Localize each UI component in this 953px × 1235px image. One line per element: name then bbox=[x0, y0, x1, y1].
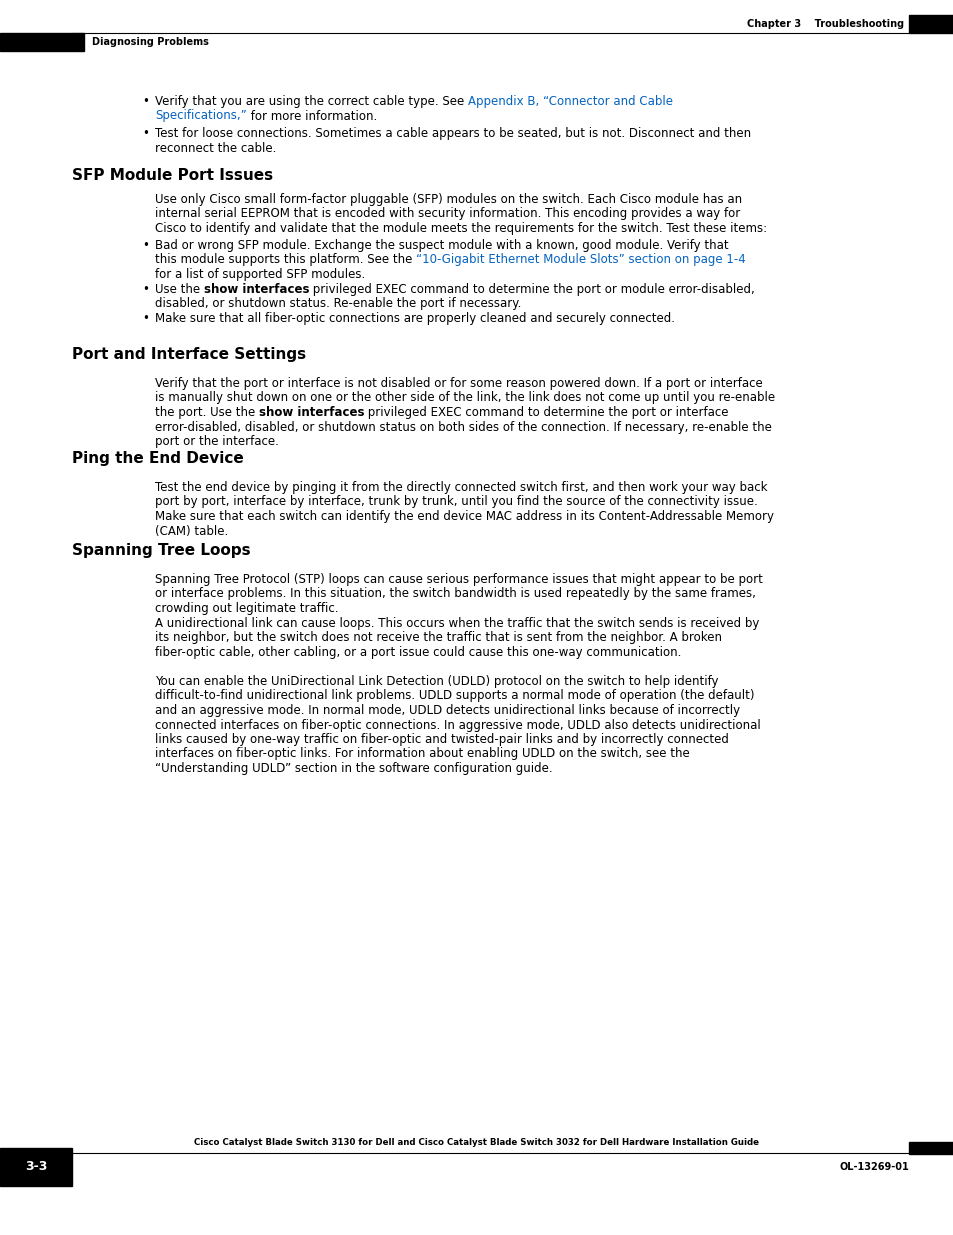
Text: Make sure that all fiber-optic connections are properly cleaned and securely con: Make sure that all fiber-optic connectio… bbox=[154, 312, 675, 325]
Text: Make sure that each switch can identify the end device MAC address in its Conten: Make sure that each switch can identify … bbox=[154, 510, 773, 522]
Text: Port and Interface Settings: Port and Interface Settings bbox=[71, 347, 306, 362]
Text: •: • bbox=[142, 312, 149, 325]
Text: “Understanding UDLD” section in the software configuration guide.: “Understanding UDLD” section in the soft… bbox=[154, 762, 552, 776]
Text: reconnect the cable.: reconnect the cable. bbox=[154, 142, 276, 154]
Text: You can enable the UniDirectional Link Detection (UDLD) protocol on the switch t: You can enable the UniDirectional Link D… bbox=[154, 676, 718, 688]
Text: for more information.: for more information. bbox=[247, 110, 376, 122]
Text: is manually shut down on one or the other side of the link, the link does not co: is manually shut down on one or the othe… bbox=[154, 391, 774, 405]
Text: Cisco Catalyst Blade Switch 3130 for Dell and Cisco Catalyst Blade Switch 3032 f: Cisco Catalyst Blade Switch 3130 for Del… bbox=[194, 1137, 759, 1147]
Bar bbox=[908, 1142, 953, 1153]
Text: •: • bbox=[142, 95, 149, 107]
Text: difficult-to-find unidirectional link problems. UDLD supports a normal mode of o: difficult-to-find unidirectional link pr… bbox=[154, 689, 754, 703]
Text: SFP Module Port Issues: SFP Module Port Issues bbox=[71, 168, 273, 183]
Text: internal serial EEPROM that is encoded with security information. This encoding : internal serial EEPROM that is encoded w… bbox=[154, 207, 740, 221]
Bar bbox=[0, 33, 84, 51]
Text: its neighbor, but the switch does not receive the traffic that is sent from the : its neighbor, but the switch does not re… bbox=[154, 631, 721, 645]
Text: fiber-optic cable, other cabling, or a port issue could cause this one-way commu: fiber-optic cable, other cabling, or a p… bbox=[154, 646, 680, 659]
Text: show interfaces: show interfaces bbox=[258, 406, 364, 419]
Text: Spanning Tree Loops: Spanning Tree Loops bbox=[71, 543, 251, 558]
Text: Test for loose connections. Sometimes a cable appears to be seated, but is not. : Test for loose connections. Sometimes a … bbox=[154, 127, 750, 140]
Text: •: • bbox=[142, 283, 149, 296]
Text: this module supports this platform. See the: this module supports this platform. See … bbox=[154, 253, 416, 267]
Text: Cisco to identify and validate that the module meets the requirements for the sw: Cisco to identify and validate that the … bbox=[154, 222, 766, 235]
Text: Specifications,”: Specifications,” bbox=[154, 110, 247, 122]
Text: •: • bbox=[142, 240, 149, 252]
Text: Diagnosing Problems: Diagnosing Problems bbox=[91, 37, 209, 47]
Bar bbox=[0, 1149, 71, 1186]
Text: A unidirectional link can cause loops. This occurs when the traffic that the swi: A unidirectional link can cause loops. T… bbox=[154, 618, 759, 630]
Text: links caused by one-way traffic on fiber-optic and twisted-pair links and by inc: links caused by one-way traffic on fiber… bbox=[154, 734, 728, 746]
Bar bbox=[908, 15, 953, 33]
Text: disabled, or shutdown status. Re-enable the port if necessary.: disabled, or shutdown status. Re-enable … bbox=[154, 298, 521, 310]
Text: crowding out legitimate traffic.: crowding out legitimate traffic. bbox=[154, 601, 338, 615]
Text: show interfaces: show interfaces bbox=[204, 283, 309, 296]
Text: (CAM) table.: (CAM) table. bbox=[154, 525, 228, 537]
Text: port or the interface.: port or the interface. bbox=[154, 435, 278, 448]
Text: Verify that you are using the correct cable type. See: Verify that you are using the correct ca… bbox=[154, 95, 468, 107]
Text: for a list of supported SFP modules.: for a list of supported SFP modules. bbox=[154, 268, 365, 282]
Text: “10-Gigabit Ethernet Module Slots” section on page 1-4: “10-Gigabit Ethernet Module Slots” secti… bbox=[416, 253, 745, 267]
Text: privileged EXEC command to determine the port or module error-disabled,: privileged EXEC command to determine the… bbox=[309, 283, 755, 296]
Text: Chapter 3    Troubleshooting: Chapter 3 Troubleshooting bbox=[746, 19, 903, 28]
Text: Use the: Use the bbox=[154, 283, 204, 296]
Text: connected interfaces on fiber-optic connections. In aggressive mode, UDLD also d: connected interfaces on fiber-optic conn… bbox=[154, 719, 760, 731]
Text: error-disabled, disabled, or shutdown status on both sides of the connection. If: error-disabled, disabled, or shutdown st… bbox=[154, 420, 771, 433]
Text: Test the end device by pinging it from the directly connected switch first, and : Test the end device by pinging it from t… bbox=[154, 480, 767, 494]
Text: •: • bbox=[142, 127, 149, 140]
Text: or interface problems. In this situation, the switch bandwidth is used repeatedl: or interface problems. In this situation… bbox=[154, 588, 755, 600]
Text: 3-3: 3-3 bbox=[25, 1161, 47, 1173]
Text: Verify that the port or interface is not disabled or for some reason powered dow: Verify that the port or interface is not… bbox=[154, 377, 762, 390]
Text: Use only Cisco small form-factor pluggable (SFP) modules on the switch. Each Cis: Use only Cisco small form-factor pluggab… bbox=[154, 193, 741, 206]
Text: privileged EXEC command to determine the port or interface: privileged EXEC command to determine the… bbox=[364, 406, 728, 419]
Text: the port. Use the: the port. Use the bbox=[154, 406, 258, 419]
Text: Spanning Tree Protocol (STP) loops can cause serious performance issues that mig: Spanning Tree Protocol (STP) loops can c… bbox=[154, 573, 762, 585]
Text: Ping the End Device: Ping the End Device bbox=[71, 451, 244, 466]
Text: Bad or wrong SFP module. Exchange the suspect module with a known, good module. : Bad or wrong SFP module. Exchange the su… bbox=[154, 240, 728, 252]
Text: and an aggressive mode. In normal mode, UDLD detects unidirectional links becaus: and an aggressive mode. In normal mode, … bbox=[154, 704, 740, 718]
Text: OL-13269-01: OL-13269-01 bbox=[839, 1162, 908, 1172]
Text: Appendix B, “Connector and Cable: Appendix B, “Connector and Cable bbox=[468, 95, 672, 107]
Text: interfaces on fiber-optic links. For information about enabling UDLD on the swit: interfaces on fiber-optic links. For inf… bbox=[154, 747, 689, 761]
Text: port by port, interface by interface, trunk by trunk, until you find the source : port by port, interface by interface, tr… bbox=[154, 495, 757, 509]
